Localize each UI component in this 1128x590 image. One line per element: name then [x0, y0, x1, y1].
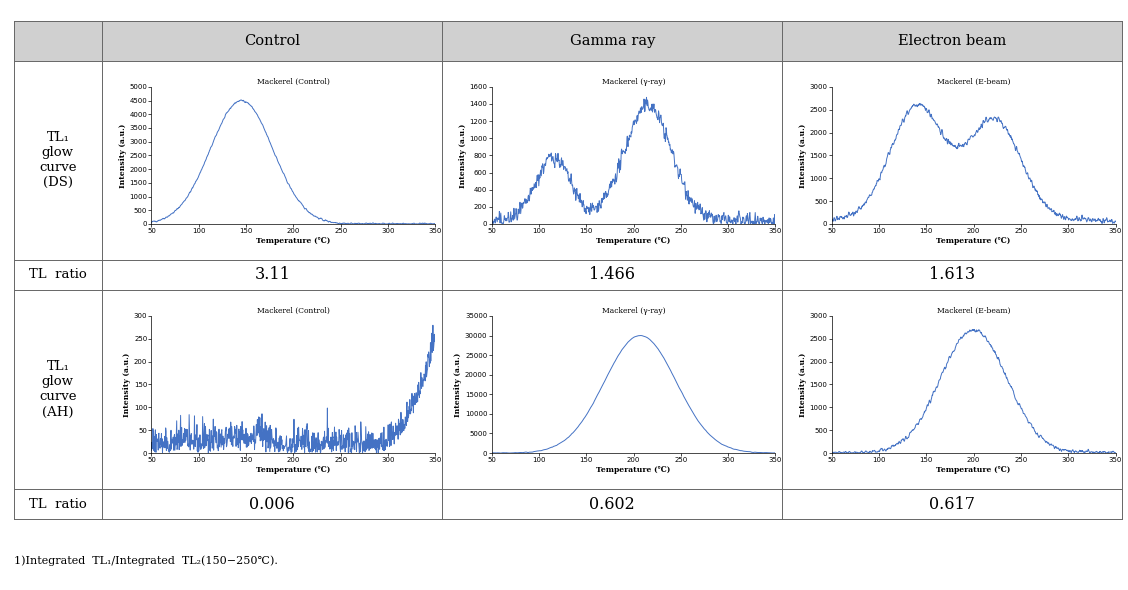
Y-axis label: Intensity (a.u.): Intensity (a.u.): [118, 123, 126, 188]
Text: 1)Integrated  TL₁/Integrated  TL₂(150−250℃).: 1)Integrated TL₁/Integrated TL₂(150−250℃…: [14, 556, 277, 566]
Y-axis label: Intensity (a.u.): Intensity (a.u.): [455, 352, 462, 417]
Text: TL₁
glow
curve
(DS): TL₁ glow curve (DS): [39, 132, 77, 189]
Y-axis label: Intensity (a.u.): Intensity (a.u.): [123, 352, 131, 417]
X-axis label: Temperature (℃): Temperature (℃): [597, 466, 671, 474]
X-axis label: Temperature (℃): Temperature (℃): [256, 237, 331, 245]
Text: Control: Control: [244, 34, 300, 48]
Text: 0.602: 0.602: [590, 496, 635, 513]
Y-axis label: Intensity (a.u.): Intensity (a.u.): [459, 123, 467, 188]
Title: Mackerel (E-beam): Mackerel (E-beam): [937, 78, 1011, 86]
Title: Mackerel (Control): Mackerel (Control): [257, 307, 329, 315]
Title: Mackerel (Control): Mackerel (Control): [257, 78, 329, 86]
Title: Mackerel (γ-ray): Mackerel (γ-ray): [601, 78, 666, 86]
X-axis label: Temperature (℃): Temperature (℃): [597, 237, 671, 245]
Y-axis label: Intensity (a.u.): Intensity (a.u.): [799, 123, 807, 188]
Text: TL₁
glow
curve
(AH): TL₁ glow curve (AH): [39, 360, 77, 418]
Text: TL  ratio: TL ratio: [29, 268, 87, 281]
Text: Electron beam: Electron beam: [898, 34, 1006, 48]
Text: TL  ratio: TL ratio: [29, 497, 87, 510]
Y-axis label: Intensity (a.u.): Intensity (a.u.): [799, 352, 807, 417]
Text: 0.006: 0.006: [249, 496, 296, 513]
X-axis label: Temperature (℃): Temperature (℃): [936, 466, 1011, 474]
Text: 1.613: 1.613: [929, 267, 976, 283]
Title: Mackerel (E-beam): Mackerel (E-beam): [937, 307, 1011, 315]
Title: Mackerel (γ-ray): Mackerel (γ-ray): [601, 307, 666, 315]
X-axis label: Temperature (℃): Temperature (℃): [256, 466, 331, 474]
Text: 3.11: 3.11: [254, 267, 290, 283]
X-axis label: Temperature (℃): Temperature (℃): [936, 237, 1011, 245]
Text: Gamma ray: Gamma ray: [570, 34, 655, 48]
Text: 0.617: 0.617: [929, 496, 976, 513]
Text: 1.466: 1.466: [589, 267, 635, 283]
